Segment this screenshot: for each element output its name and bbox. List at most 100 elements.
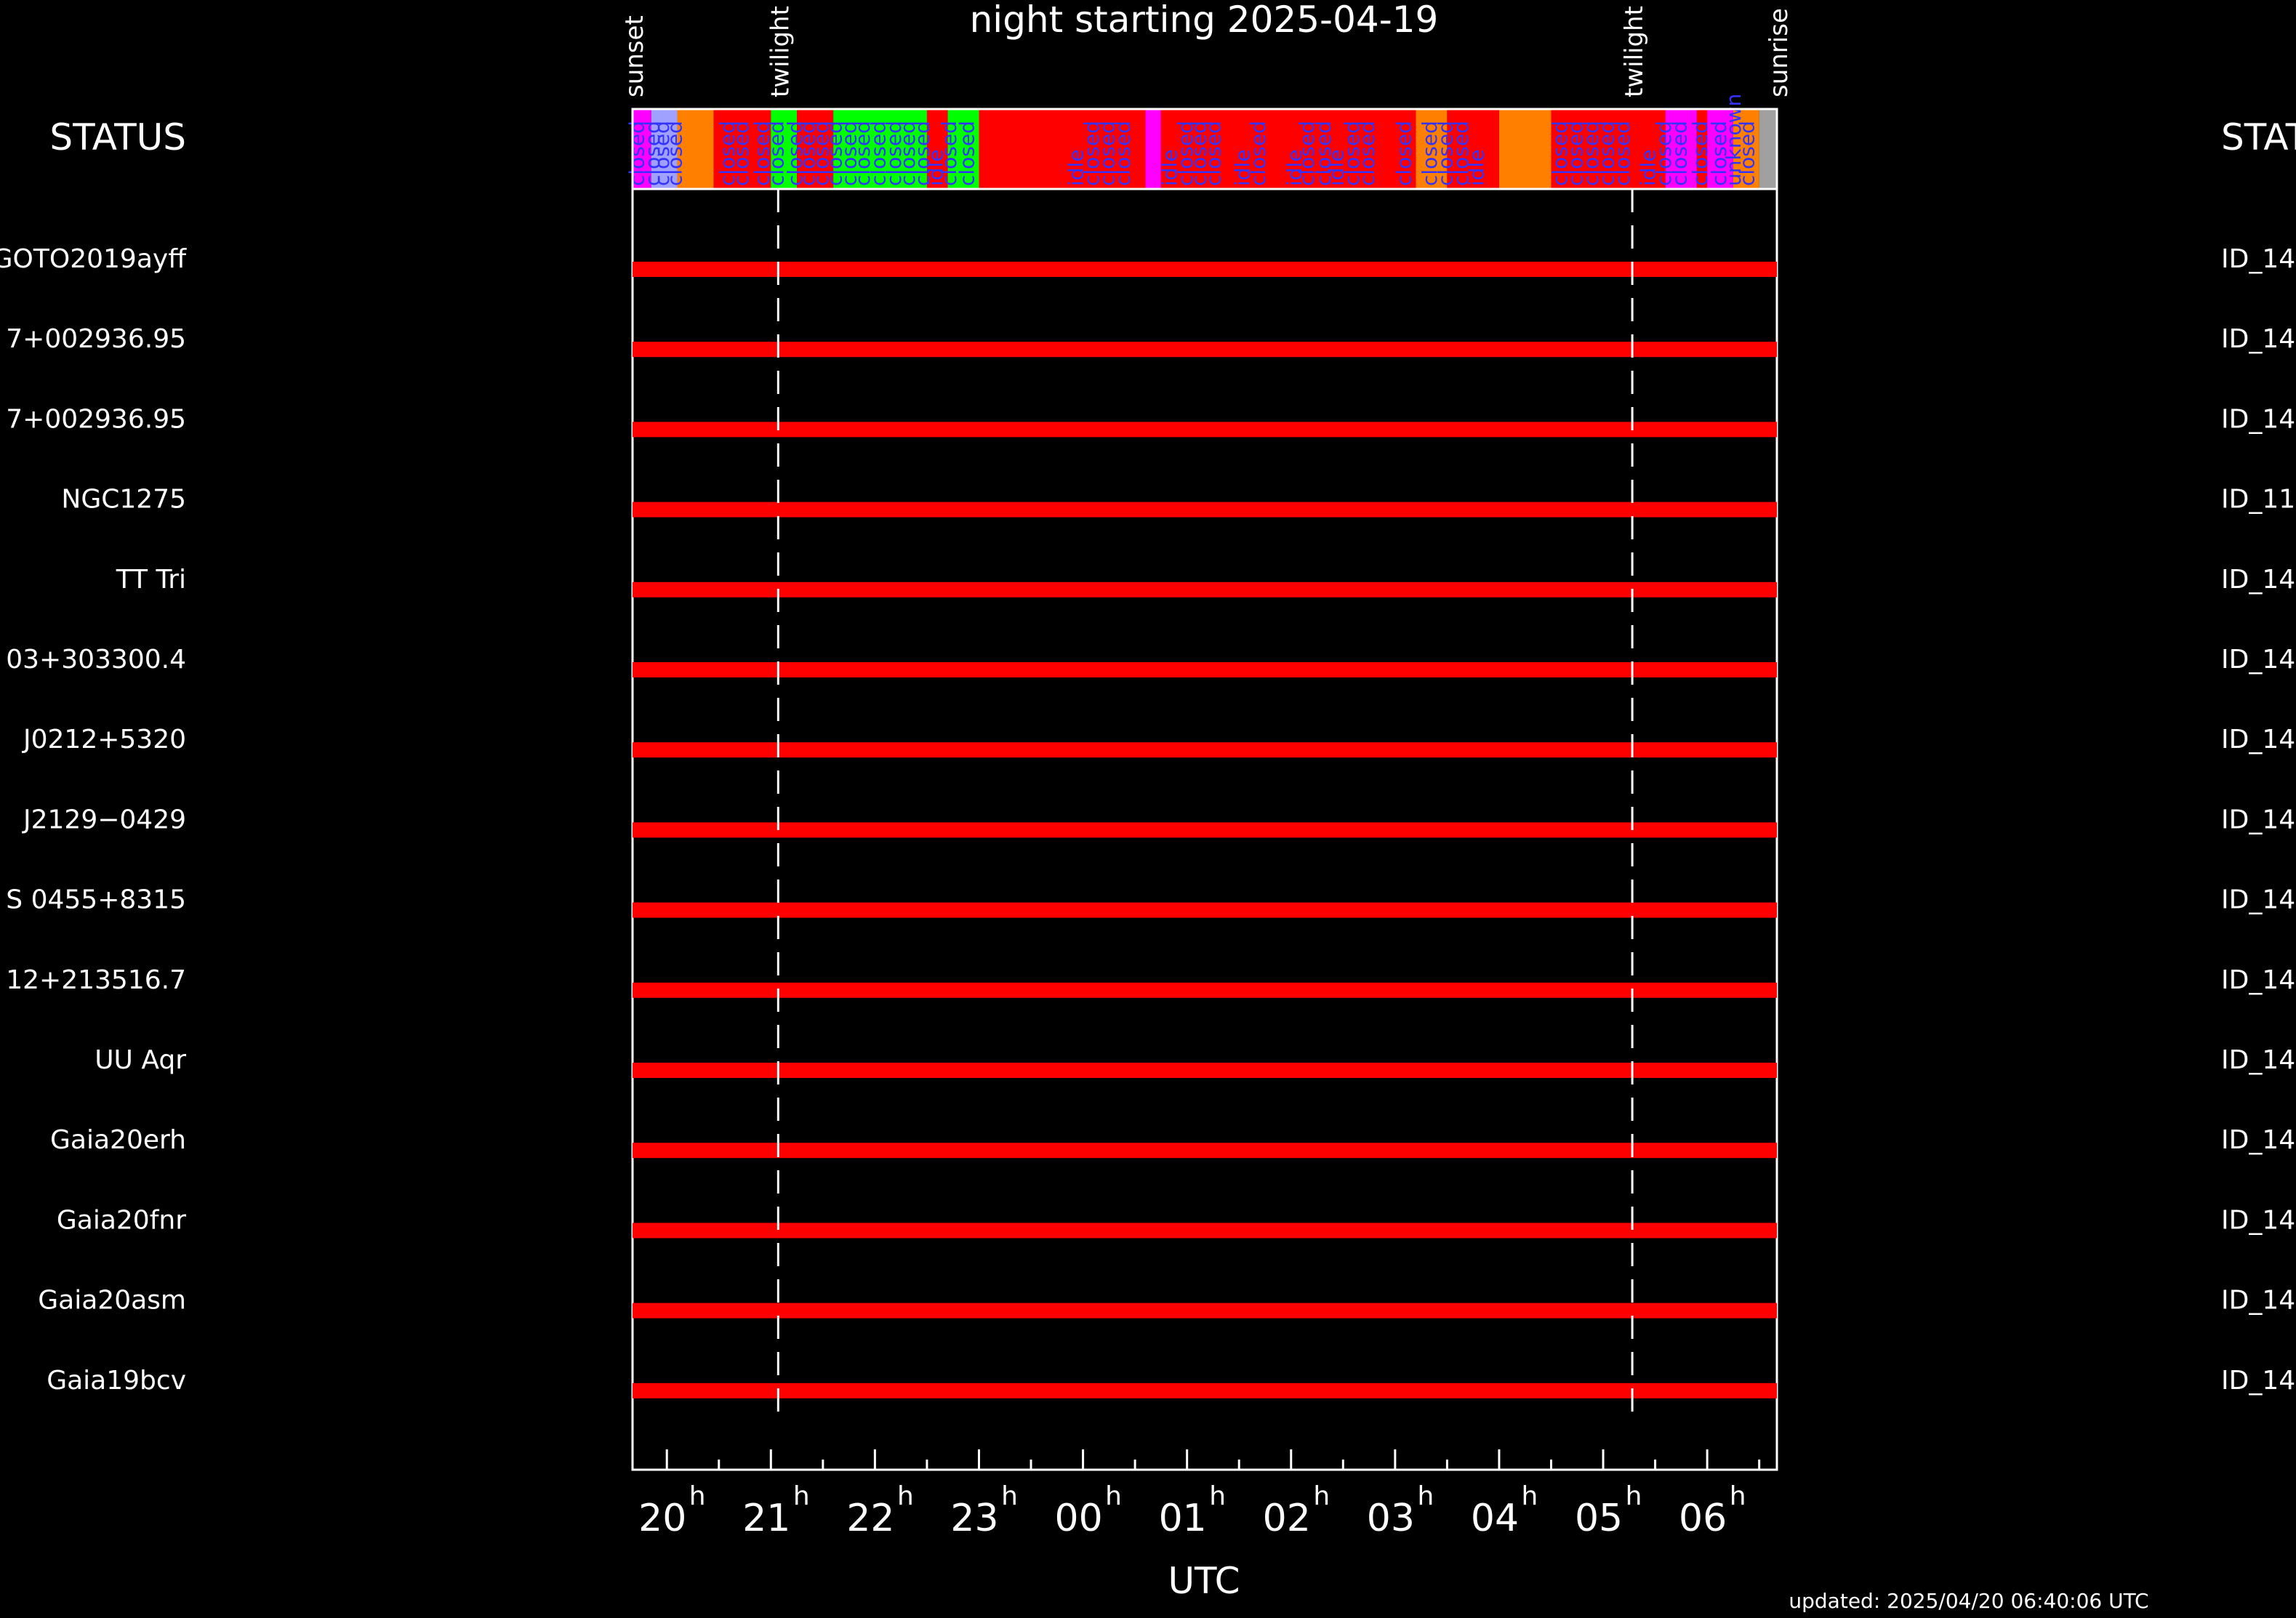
status-label: closed [809, 121, 833, 186]
updated-timestamp: updated: 2025/04/20 06:40:06 UTC [1789, 1589, 2148, 1613]
x-tick-label-sup: h [793, 1481, 810, 1511]
status-label: closed [1652, 121, 1676, 186]
row-bar [633, 1063, 1777, 1078]
status-label: closed [729, 121, 753, 186]
status-label: idle [1231, 149, 1255, 186]
row-target-id: ID_14 [2221, 805, 2295, 834]
x-tick-label: 21 [742, 1497, 790, 1540]
status-label-left: STATUS [49, 116, 186, 158]
x-tick-label: 03 [1367, 1497, 1415, 1540]
status-segment [771, 109, 798, 189]
x-tick-label: 22 [846, 1497, 894, 1540]
row-target-name: 03+303300.4 [6, 645, 186, 675]
row-target-id: ID_14 [2221, 1366, 2295, 1396]
x-tick-label-sup: h [1626, 1481, 1642, 1511]
x-tick-label-sup: h [1105, 1481, 1122, 1511]
status-label: closed [1418, 121, 1442, 186]
status-segment [633, 109, 651, 189]
status-label: closed [641, 121, 665, 186]
row-target-id: ID_14 [2221, 965, 2295, 995]
x-tick-label-sup: h [1730, 1481, 1746, 1511]
x-tick-label-sup: h [689, 1481, 706, 1511]
event-label: twilight [766, 6, 795, 97]
status-label: closed [1735, 121, 1759, 186]
status-label: closed [1187, 121, 1211, 186]
status-segment [677, 109, 714, 189]
row-target-name: 7+002936.95 [6, 404, 186, 434]
x-axis-label: UTC [1168, 1560, 1240, 1602]
row-target-id: ID_14 [2221, 1286, 2295, 1316]
row-bar [633, 422, 1777, 438]
row-target-name: UU Aqr [95, 1045, 186, 1075]
status-label: closed [1434, 121, 1458, 186]
row-target-name: 12+213516.7 [6, 965, 186, 995]
status-segment [1665, 109, 1697, 189]
status-label: closed [1080, 121, 1104, 186]
status-label: closed [1355, 121, 1379, 186]
status-label: closed [867, 121, 891, 186]
status-segment [1707, 109, 1733, 189]
status-label: closed [1201, 121, 1225, 186]
x-tick-label: 06 [1679, 1497, 1727, 1540]
row-target-name: TT Tri [116, 565, 186, 595]
status-label: closed [896, 121, 920, 186]
row-target-id: ID_14 [2221, 1045, 2295, 1075]
status-label: closed [783, 121, 807, 186]
x-tick-label: 04 [1471, 1497, 1519, 1540]
x-tick-label-sup: h [1001, 1481, 1018, 1511]
status-label: closed [1563, 121, 1587, 186]
row-target-id: ID_14 [2221, 404, 2295, 434]
row-target-name: NGC1275 [61, 485, 186, 515]
status-label: closed [910, 121, 934, 186]
status-segment [1759, 109, 1777, 189]
status-segment [651, 109, 678, 189]
status-segment [797, 109, 834, 189]
status-label: closed [1340, 121, 1364, 186]
status-label: closed [1312, 121, 1336, 186]
row-bar [633, 262, 1777, 277]
x-tick-label: 00 [1054, 1497, 1102, 1540]
row-target-name: Gaia20fnr [57, 1205, 186, 1235]
row-bar [633, 1382, 1777, 1398]
status-label: closed [1610, 121, 1634, 186]
status-segment [1551, 109, 1666, 189]
status-label: closed [1173, 121, 1197, 186]
status-label: closed [1295, 121, 1319, 186]
status-label: closed [1111, 121, 1135, 186]
status-label: closed [1579, 121, 1603, 186]
status-label: closed [955, 121, 979, 186]
x-tick-label: 23 [950, 1497, 998, 1540]
row-target-id: ID_14 [2221, 565, 2295, 595]
status-label: idle [1324, 149, 1348, 186]
status-label: idle [1157, 149, 1181, 186]
status-label: closed [882, 121, 906, 186]
status-label: idle [1064, 149, 1088, 186]
row-target-id: ID_14 [2221, 725, 2295, 754]
status-label: closed [1594, 121, 1618, 186]
status-segment [1733, 109, 1759, 189]
row-bar [633, 1143, 1777, 1159]
status-label: idle [923, 149, 947, 186]
target-rows: GOTO2019ayff ID_14 7+002936.95 ID_14 7+00293… [0, 244, 2295, 1398]
row-bar [633, 502, 1777, 518]
status-label: closed [851, 121, 875, 186]
x-tick-label-sup: h [1209, 1481, 1226, 1511]
row-target-id: ID_14 [2221, 645, 2295, 675]
row-target-name: Gaia20asm [38, 1286, 186, 1316]
status-segment [1145, 109, 1161, 189]
row-bar [633, 742, 1777, 758]
status-label: closed [838, 121, 862, 186]
status-label: idle [1637, 149, 1661, 186]
status-label: closed [795, 121, 819, 186]
status-segment [947, 109, 979, 189]
x-tick-label-sup: h [1417, 1481, 1434, 1511]
status-label: closed [1548, 121, 1572, 186]
status-segment [979, 109, 1146, 189]
status-label: closed [823, 121, 847, 186]
status-segment [713, 109, 771, 189]
event-label: twilight [1620, 6, 1649, 97]
row-bar [633, 1303, 1777, 1319]
